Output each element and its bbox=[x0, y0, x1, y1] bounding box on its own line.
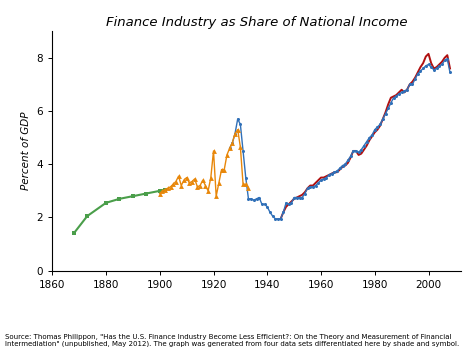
Y-axis label: Percent of GDP: Percent of GDP bbox=[21, 112, 31, 190]
Text: Source: Thomas Philippon, "Has the U.S. Finance Industry Become Less Efficient?:: Source: Thomas Philippon, "Has the U.S. … bbox=[5, 333, 459, 347]
Title: Finance Industry as Share of National Income: Finance Industry as Share of National In… bbox=[106, 16, 407, 29]
